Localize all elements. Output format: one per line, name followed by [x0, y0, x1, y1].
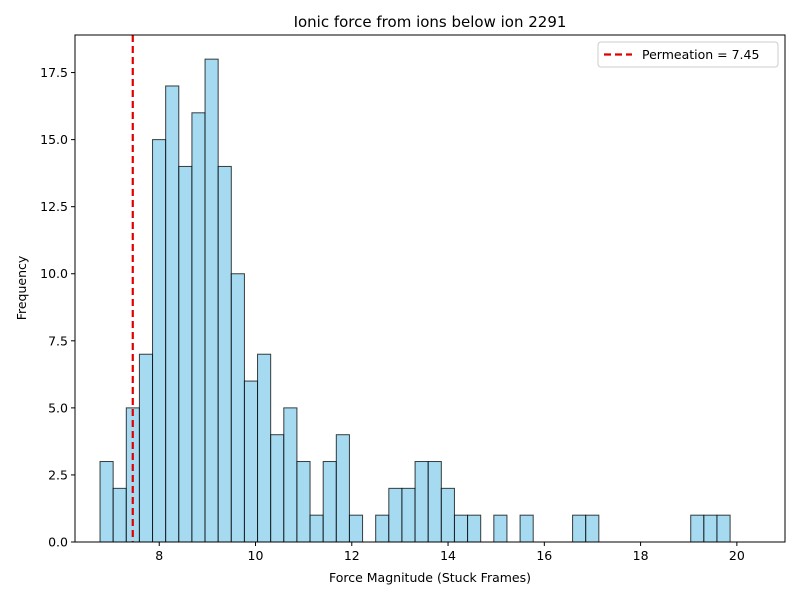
histogram-bar	[165, 85, 180, 543]
histogram-bar	[335, 434, 350, 543]
x-tick-label: 14	[440, 548, 456, 563]
legend-box	[597, 41, 779, 68]
histogram-bar	[401, 487, 416, 543]
histogram-bar	[204, 58, 219, 543]
x-tick-label: 18	[633, 548, 649, 563]
histogram-bar	[467, 514, 482, 543]
y-tick-label: 10.0	[40, 266, 68, 281]
histogram-bar	[690, 514, 705, 543]
histogram-bar	[296, 461, 311, 543]
y-tick-label: 12.5	[40, 199, 68, 214]
histogram-bar	[112, 487, 127, 543]
histogram-bar	[572, 514, 587, 543]
legend-label: Permeation = 7.45	[642, 47, 759, 62]
x-axis-label: Force Magnitude (Stuck Frames)	[329, 570, 531, 585]
histogram-bar	[178, 165, 193, 543]
histogram-bar	[414, 461, 429, 543]
histogram-bar	[217, 165, 232, 543]
x-tick-label: 12	[344, 548, 360, 563]
histogram-bar	[585, 514, 600, 543]
y-tick-label: 7.5	[48, 333, 68, 348]
histogram-bar	[453, 514, 469, 543]
histogram-bar	[152, 139, 167, 543]
histogram-bar	[309, 514, 324, 543]
x-tick-label: 10	[248, 548, 264, 563]
chart-title: Ionic force from ions below ion 2291	[294, 13, 567, 31]
y-tick-label: 17.5	[40, 65, 68, 80]
histogram-bar	[716, 514, 731, 543]
x-tick-label: 8	[155, 548, 163, 563]
histogram-bar	[138, 353, 154, 543]
histogram-bar	[257, 353, 272, 543]
y-tick-label: 15.0	[40, 132, 68, 147]
y-axis-ticks: 0.0 2.5 5.0 7.5 10.0 12.5 15.0 17.5	[40, 65, 75, 550]
legend: Permeation = 7.45	[597, 41, 779, 68]
y-tick-label: 2.5	[48, 467, 68, 482]
bars-group	[99, 58, 731, 543]
histogram-bar	[243, 380, 259, 543]
histogram-bar	[348, 514, 364, 543]
histogram-bar	[519, 514, 534, 543]
plot-frame	[74, 34, 786, 543]
histogram-bar	[191, 112, 206, 543]
y-axis-label: Frequency	[14, 255, 29, 320]
histogram-bar	[375, 514, 390, 543]
histogram-bar	[703, 514, 718, 543]
x-tick-label: 16	[536, 548, 552, 563]
histogram-bar	[270, 434, 285, 543]
y-tick-label: 0.0	[48, 535, 68, 550]
histogram-bar	[427, 461, 442, 543]
histogram-bar	[283, 407, 298, 543]
histogram-bar	[322, 461, 337, 543]
histogram-bar	[440, 487, 455, 543]
histogram-bar	[493, 514, 508, 543]
x-tick-label: 20	[729, 548, 745, 563]
histogram-bar	[99, 461, 114, 543]
y-tick-label: 5.0	[48, 400, 68, 415]
histogram-bar	[230, 273, 245, 543]
histogram-bar	[388, 487, 403, 543]
x-axis-ticks: 8 10 12 14 16 18 20	[155, 542, 745, 563]
